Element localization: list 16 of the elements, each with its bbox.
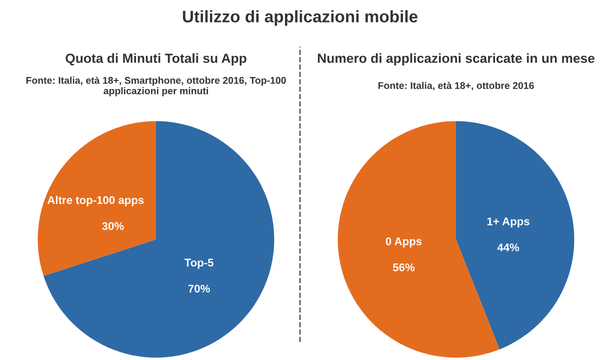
- data-label: 44%: [497, 243, 520, 252]
- chart-subtitle: Fonte: Italia, età 18+, Smartphone, ottobre 2016, Top-100 applicazioni per minuti: [26, 76, 286, 96]
- data-label: 30%: [102, 222, 124, 230]
- chart-title: Quota di Minuti Totali su App: [66, 53, 246, 66]
- slice-label: Altre top-100 apps: [47, 196, 144, 206]
- slice-label: Top-5: [184, 258, 214, 269]
- pie-slice: [38, 121, 156, 276]
- pie-slice: [456, 121, 574, 350]
- text: Utilizzo di applicazioni mobile: [182, 10, 418, 26]
- slice-label: 1+ Apps: [487, 218, 530, 228]
- data-label: 70%: [188, 284, 210, 293]
- chart-title: Numero di applicazioni scaricate in un mese: [318, 53, 595, 66]
- data-label: 56%: [392, 263, 415, 272]
- pie-slice: [44, 121, 274, 358]
- slice-label: 0 Apps: [386, 237, 422, 248]
- chart-subtitle: Fonte: Italia, età 18+, ottobre 2016: [378, 82, 534, 90]
